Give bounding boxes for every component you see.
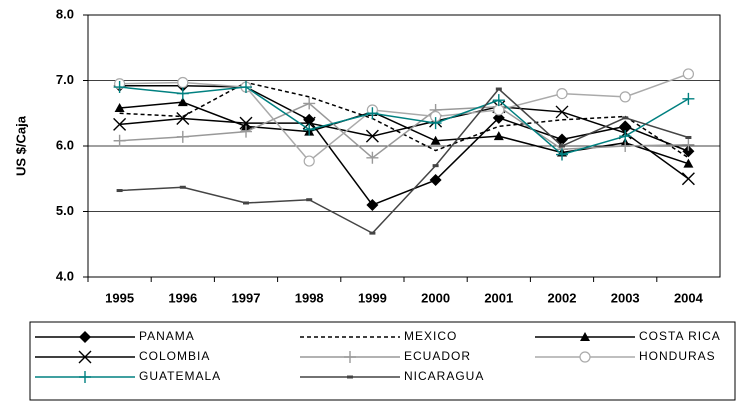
marker (113, 117, 127, 131)
x-tick-label: 2003 (611, 290, 640, 305)
marker (619, 91, 631, 103)
marker (177, 76, 189, 89)
marker (113, 134, 126, 147)
legend-label: COLOMBIA (139, 349, 210, 363)
marker (556, 148, 568, 161)
y-tick-label: 8.0 (56, 6, 74, 21)
marker (306, 198, 313, 202)
marker (682, 68, 695, 80)
legend-marker (580, 332, 590, 341)
marker (683, 158, 694, 168)
legend-marker (344, 351, 356, 363)
marker (622, 116, 629, 120)
marker (429, 117, 442, 130)
marker (176, 130, 189, 143)
marker (492, 111, 505, 124)
series-line (119, 84, 689, 206)
legend-label: PANAMA (139, 329, 195, 343)
x-tick-label: 1998 (295, 290, 324, 305)
marker (430, 135, 441, 145)
series-line (119, 87, 689, 235)
marker (303, 155, 315, 167)
marker (432, 164, 439, 168)
marker (303, 97, 316, 110)
marker (243, 201, 249, 205)
legend-marker (79, 371, 91, 383)
marker (493, 104, 505, 116)
x-tick-label: 1997 (232, 290, 261, 305)
x-tick-label: 2004 (674, 290, 704, 305)
marker (240, 81, 252, 94)
y-tick-label: 4.0 (56, 268, 74, 283)
x-tick-label: 2001 (484, 290, 513, 305)
legend-marker (78, 350, 92, 364)
series-line (119, 86, 689, 156)
marker (559, 144, 565, 148)
marker (493, 131, 504, 141)
x-tick-label: 1999 (358, 290, 387, 305)
y-tick-label: 5.0 (56, 203, 74, 218)
y-tick-label: 6.0 (56, 137, 74, 152)
marker (176, 87, 189, 100)
marker (369, 231, 376, 235)
marker (619, 120, 632, 133)
marker (177, 97, 188, 107)
legend-label: ECUADOR (404, 349, 471, 363)
marker (179, 185, 186, 189)
marker (682, 92, 695, 105)
marker (682, 145, 695, 158)
y-axis-label: US $/Caja (13, 115, 28, 176)
marker (555, 105, 569, 119)
marker (682, 138, 695, 151)
marker (114, 103, 125, 113)
marker (240, 125, 252, 138)
marker (681, 172, 695, 186)
legend-label: HONDURAS (639, 349, 716, 363)
legend-label: NICARAGUA (404, 369, 484, 383)
legend-label: COSTA RICA (639, 329, 721, 343)
y-tick-label: 7.0 (56, 72, 74, 87)
marker (365, 129, 379, 143)
marker (495, 87, 502, 91)
legend-label: GUATEMALA (139, 369, 221, 383)
legend-marker (347, 375, 353, 379)
marker (113, 81, 126, 94)
legend-box (29, 321, 736, 401)
x-tick-label: 2002 (548, 290, 577, 305)
series-line (119, 105, 689, 180)
legend-label: MEXICO (404, 329, 457, 343)
marker (116, 189, 123, 193)
series-line (119, 102, 689, 159)
marker (366, 151, 379, 164)
marker (429, 174, 442, 187)
marker (366, 198, 379, 211)
legend-marker (579, 351, 591, 363)
series-line (119, 73, 689, 163)
marker (303, 123, 316, 136)
legend-marker (79, 331, 91, 343)
x-tick-label: 1996 (168, 290, 197, 305)
marker (685, 135, 692, 139)
series-line (119, 101, 689, 165)
x-tick-label: 1995 (105, 290, 134, 305)
marker (239, 116, 253, 130)
marker (619, 130, 632, 143)
marker (176, 111, 190, 125)
x-tick-label: 2000 (421, 290, 450, 305)
marker (556, 87, 568, 100)
marker (492, 94, 505, 107)
marker (366, 107, 379, 120)
